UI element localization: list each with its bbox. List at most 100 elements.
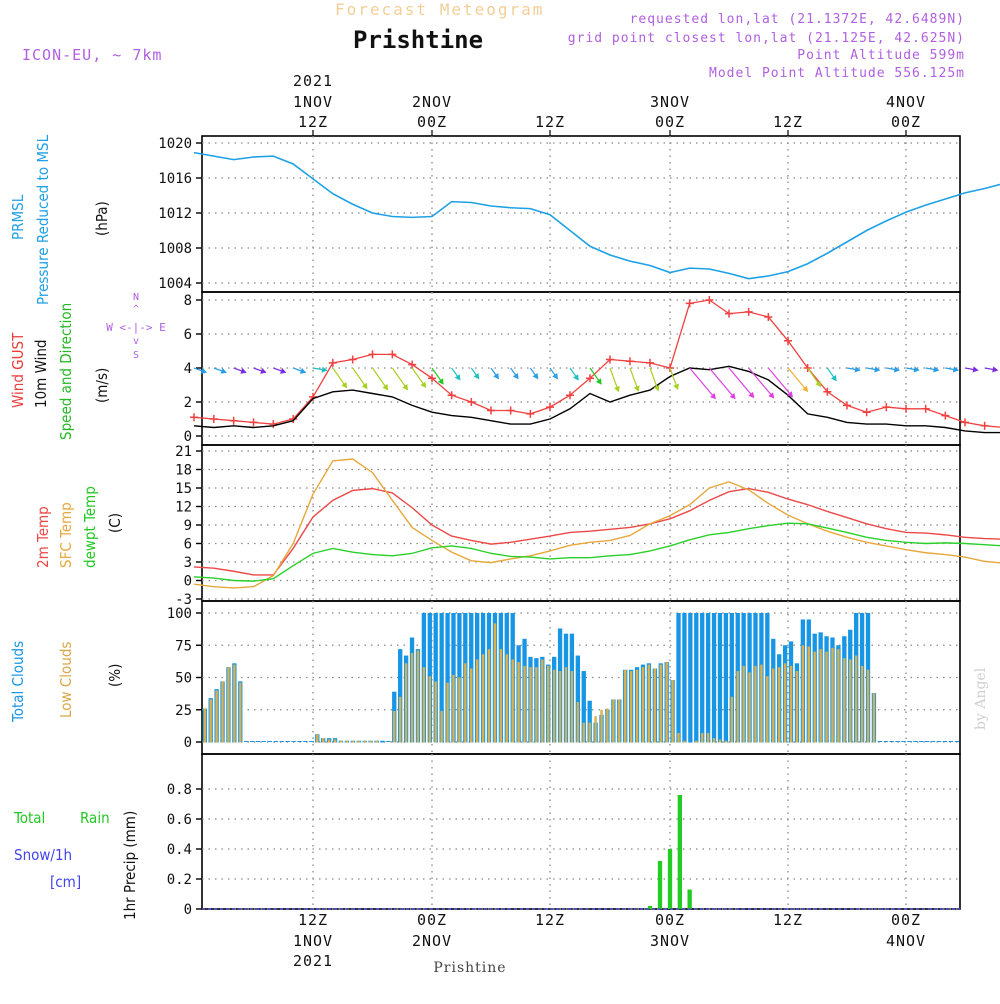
y-tick-label: 1004 [158,276,192,292]
gust-marker [388,350,397,359]
total-clouds-bar [688,613,693,743]
low-clouds-bar [511,659,514,743]
wind-arrow-head [240,367,247,374]
low-clouds-bar [659,664,662,743]
low-clouds-bar [866,669,870,743]
low-clouds-bar [215,690,218,743]
total-clouds-bar [279,741,284,742]
low-clouds-bar [872,692,876,743]
total-clouds-bar [291,741,296,742]
low-clouds-bar [499,649,503,743]
low-clouds-bar [683,740,686,743]
total-clouds-bar [433,613,438,743]
temp-label-2m: 2m Temp [34,506,52,568]
gust-marker [249,418,258,427]
total-clouds-bar [309,741,314,742]
wind-arrow-head [748,391,755,399]
total-clouds-bar [700,613,705,743]
wind-arrow-shaft [708,367,736,400]
gust-marker [368,350,377,359]
top-time-label: 00Z [417,113,447,131]
low-clouds-bar [316,734,319,743]
low-clouds-bar [712,738,716,743]
wind-arrow-head [361,382,368,390]
total-clouds-bar [723,613,729,743]
y-tick-label: 1008 [158,241,192,257]
gust-marker [566,391,574,400]
wind-arrow-head [321,366,328,373]
low-clouds-bar [736,671,739,743]
wind-arrow-head [595,378,602,385]
wind-arrow-head [952,366,959,373]
gust-marker [843,401,851,410]
gust-marker [646,358,654,367]
wind-arrow-head [830,375,837,382]
bottom-time-label: 2021 [293,952,333,970]
low-clouds-bar [398,696,402,743]
low-clouds-bar [428,676,432,743]
precip-panel: 0 0.2 0.4 0.6 0.8 [167,753,961,918]
wind-arrow-head [437,378,444,385]
wind-arrow-shaft [689,367,716,400]
low-clouds-bar [843,658,846,743]
gust-marker [606,355,614,364]
low-clouds-bar [730,696,734,743]
rain-bar [657,861,663,909]
low-clouds-bar [541,659,544,743]
gust-marker [408,360,417,369]
low-clouds-bar [209,699,212,743]
gust-marker [961,418,969,427]
compass-down-arrow: v [133,336,139,347]
low-clouds-bar [564,667,568,743]
wind-arrow-head [532,372,539,380]
bottom-time-label: 12Z [298,911,328,929]
gust-marker [586,374,594,383]
y-tick-label: 1012 [158,206,192,222]
total-clouds-bar [398,649,403,743]
gust-marker [784,336,792,345]
wind-label-10m: 10m Wind [32,340,50,409]
low-clouds-bar [464,663,467,743]
clouds-label-low: Low Clouds [57,642,75,718]
low-clouds-bar [641,667,645,743]
pressure-label-prmsl: PRMSL [9,194,27,240]
point-altitude: Point Altitude 599m [797,48,965,63]
gust-marker [626,357,634,366]
gust-marker [862,408,871,417]
low-clouds-bar [665,662,668,743]
low-clouds-bar [588,722,591,743]
precip-label-total: Total [13,809,45,827]
low-clouds-bar [446,682,449,743]
low-clouds-bar [535,667,538,743]
low-clouds-bar [481,654,485,743]
temp-unit: (C) [106,513,124,533]
low-clouds-bar [831,647,834,743]
low-clouds-bar [369,740,372,743]
top-time-label: 00Z [891,113,921,131]
top-time-label: 2NOV [412,93,452,111]
wind-arrow-head [802,385,809,393]
gust-marker [705,296,714,304]
low-clouds-bar [600,709,603,743]
y-tick-label: 100 [167,606,192,622]
credit-label: by Angel [973,667,989,730]
low-clouds-bar [795,671,799,743]
gust-marker [428,374,436,383]
total-clouds-bar [255,741,261,742]
panel-frame [201,135,961,293]
wind-arrow-shaft [767,367,793,398]
total-clouds-bar [930,741,936,742]
total-clouds-bar [889,741,894,742]
total-clouds-bar [386,741,391,742]
low-clouds-bar [505,654,508,743]
wind-arrow-head [787,391,793,398]
low-clouds-bar [440,711,443,743]
pressure-panel: 1004 1008 1012 1016 1020 [158,135,1000,293]
clouds-label-total: Total Clouds [9,641,27,723]
total-clouds-bar [575,655,580,743]
low-clouds-bar [624,669,627,743]
low-clouds-bar [452,674,455,743]
y-tick-label: 3 [184,555,192,571]
wind-arrow-head [299,367,307,374]
